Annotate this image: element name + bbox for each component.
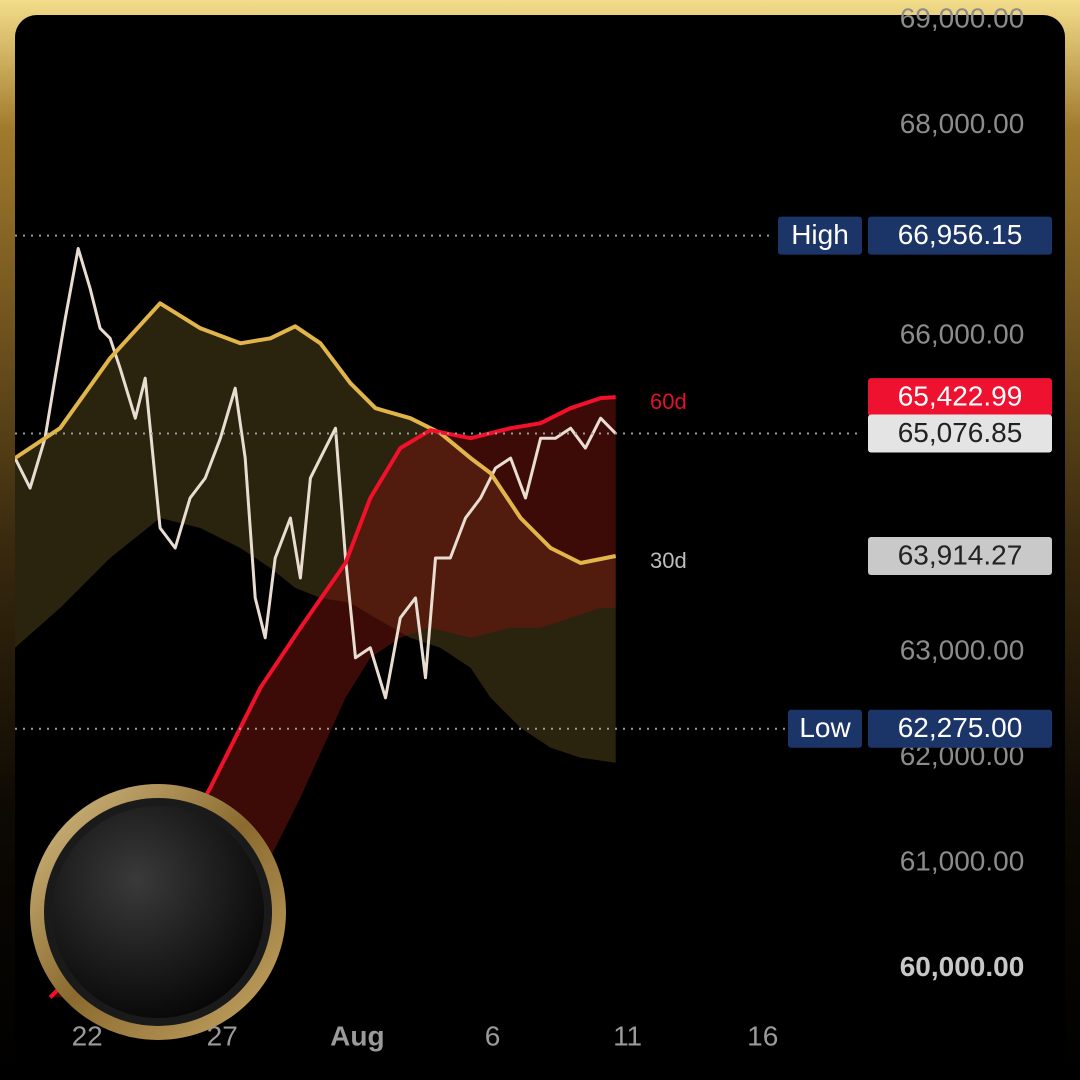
x-tick-label: 22: [72, 1020, 103, 1051]
value-tag-label: 62,275.00: [898, 712, 1023, 743]
band: [15, 303, 616, 763]
marker-tag: [778, 216, 862, 255]
x-tick-label: 16: [747, 1020, 778, 1051]
y-tick-label: 66,000.00: [900, 319, 1025, 350]
value-tag-label: 65,422.99: [898, 380, 1023, 411]
value-tag: [868, 537, 1052, 576]
y-tick-label: 69,000.00: [900, 3, 1025, 34]
marker-label: Low: [799, 712, 851, 743]
series-name: 30d: [650, 548, 687, 573]
value-tag: [868, 378, 1052, 417]
y-tick-label: 60,000.00: [900, 951, 1025, 982]
value-tag: [868, 216, 1052, 255]
y-tick-label: 68,000.00: [900, 108, 1025, 139]
marker-label: High: [791, 219, 849, 250]
ma-line: [48, 395, 616, 999]
y-tick-label: 63,000.00: [900, 635, 1025, 666]
series-name: 60d: [650, 389, 687, 414]
marker-tag: [788, 709, 862, 748]
value-tag-label: 65,076.85: [898, 417, 1023, 448]
value-tag-label: 63,914.27: [898, 539, 1023, 570]
labels: 60,000.0061,000.0062,000.0063,000.0066,0…: [72, 3, 1052, 1051]
x-tick-label: 6: [485, 1020, 501, 1051]
ma-line: [15, 301, 617, 565]
y-tick-label: 61,000.00: [900, 845, 1025, 876]
badge: [30, 784, 286, 1040]
badge-disc: [52, 806, 264, 1018]
value-tag-label: 66,956.15: [898, 219, 1023, 250]
x-tick-label: Aug: [330, 1020, 384, 1051]
price-line: [15, 247, 617, 700]
value-tag: [868, 414, 1052, 453]
x-tick-label: 11: [613, 1020, 642, 1051]
value-tag: [868, 709, 1052, 748]
